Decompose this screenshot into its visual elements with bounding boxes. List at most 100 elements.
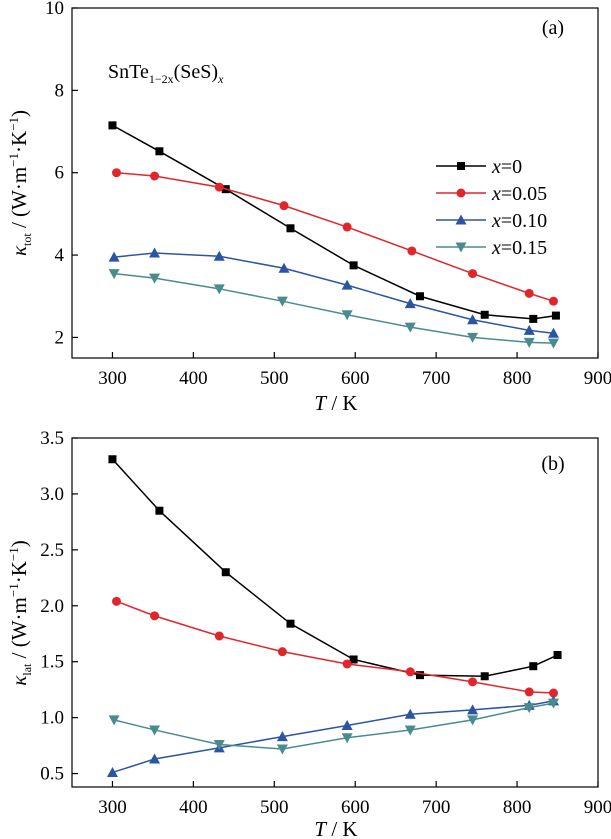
data-point [349,655,358,664]
x-tick-label: 700 [422,797,451,818]
legend-variable: x [491,237,501,259]
data-point [404,298,416,309]
panel-label: (a) [542,17,564,39]
series-1 [112,596,558,698]
data-point [108,251,120,262]
data-point [523,703,535,714]
data-point [149,247,161,258]
series-3 [108,698,559,755]
data-point [276,731,288,742]
y-axis-unit-sup: −1 [6,153,21,167]
legend-item: x=0.10 [436,210,547,232]
y-axis-variable: κ [7,675,31,686]
y-tick-label: 2.5 [40,540,64,561]
series-line [113,272,554,344]
data-point [547,338,559,349]
x-tick-label: 700 [422,368,451,389]
data-point [404,322,416,333]
data-point [467,715,479,726]
x-axis-label: T / K [314,817,357,839]
x-tick-label: 500 [260,797,289,818]
series-0 [108,121,560,323]
x-axis-unit: / K [326,817,358,839]
y-tick-label: 0.5 [40,764,64,785]
data-point [407,246,417,256]
x-tick-label: 900 [584,797,611,818]
y-tick-label: 1.0 [40,708,64,729]
y-axis-label: κlat / (W·m−1·K−1) [6,540,34,685]
data-point [342,659,352,669]
y-axis-subscript: tot [20,233,34,246]
panel-label: (b) [541,453,564,475]
series-3 [108,269,559,349]
plot-frame [71,437,599,788]
legend-value: =0 [501,156,522,178]
y-axis-unit: ·K [7,561,31,583]
y-axis-label: κtot / (W·m−1·K−1) [6,110,34,256]
data-point [276,296,288,307]
data-point [523,337,535,348]
x-axis-label: T / K [314,391,357,415]
y-tick-label: 3.0 [40,484,64,505]
series-line [111,458,558,678]
data-point [405,667,415,677]
legend-value: =0.05 [501,183,547,205]
y-tick-label: 1.5 [40,652,64,673]
y-tick-label: 2.0 [40,596,64,617]
data-point [342,222,352,232]
y-axis-variable: κ [7,245,31,256]
data-point [279,201,289,211]
data-point [415,671,424,680]
legend-marker [457,162,465,170]
data-point [214,182,224,192]
data-point [529,662,538,671]
x-tick-label: 600 [341,368,370,389]
x-tick-label: 500 [260,368,289,389]
data-point [404,725,416,736]
y-axis-unit: / (W·m [7,167,31,233]
data-point [404,708,416,719]
legend-variable: x [491,183,501,205]
data-point [213,250,225,261]
plot-frame [71,7,599,359]
series-line [112,700,554,774]
data-point [149,725,161,736]
legend-item: x=0.05 [436,183,547,205]
data-point [108,715,120,726]
legend-variable: x [491,210,501,232]
data-point [341,279,353,290]
data-point [341,719,353,730]
legend-label: x=0 [491,156,522,178]
data-point [523,324,535,335]
legend-label: x=0.05 [491,183,547,205]
data-point [150,171,160,181]
legend-variable: x [491,156,501,178]
data-point [108,455,117,464]
data-point [480,672,489,681]
data-point [468,677,478,687]
data-point [551,311,560,320]
data-point [547,327,559,338]
x-tick-label: 300 [98,797,127,818]
data-point [286,224,295,233]
data-point [106,766,118,777]
x-tick-label: 400 [179,797,208,818]
x-tick-label: 800 [503,797,532,818]
data-point [149,753,161,764]
x-axis-variable: T [314,817,327,839]
y-axis-unit: ) [7,110,31,117]
legend-item: x=0.15 [436,237,547,259]
data-point [524,687,534,697]
y-axis-unit: / (W·m [7,597,31,663]
series-2 [106,695,559,777]
legend-item: x=0 [436,156,522,178]
y-axis-unit-sup: −1 [6,547,21,561]
data-point [276,744,288,755]
y-tick-label: 8 [55,80,65,101]
data-point [468,269,478,279]
data-point [112,168,122,178]
data-point [213,739,225,750]
formula-base: SnTe [108,61,149,83]
y-tick-label: 2 [55,327,65,348]
formula-subscript: x [217,72,224,86]
